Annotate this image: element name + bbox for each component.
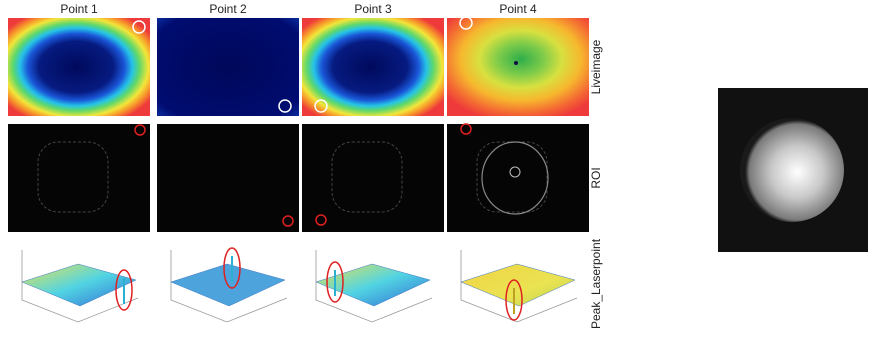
spot [514, 61, 518, 65]
live-image [157, 18, 299, 116]
column-header: Point 1 [60, 2, 98, 16]
row-label: Liveimage [589, 39, 603, 94]
page: Point 1 Point 2 Point 3 Point 4 Liveimage ROI… [0, 0, 870, 336]
row-label: Peak_Laserpoint [589, 238, 603, 329]
row-label: ROI [589, 167, 603, 188]
live-image [302, 18, 444, 116]
column-header: Point 2 [209, 2, 247, 16]
roi-image [447, 124, 589, 232]
live-image [447, 18, 589, 116]
column-header: Point 3 [354, 2, 392, 16]
figure: Point 1 Point 2 Point 3 Point 4 Liveimage ROI… [0, 0, 870, 336]
roi-image [8, 124, 150, 232]
laser-spot [740, 118, 844, 222]
roi-image [157, 124, 299, 232]
live-image [8, 18, 150, 116]
column-header: Point 4 [499, 2, 537, 16]
